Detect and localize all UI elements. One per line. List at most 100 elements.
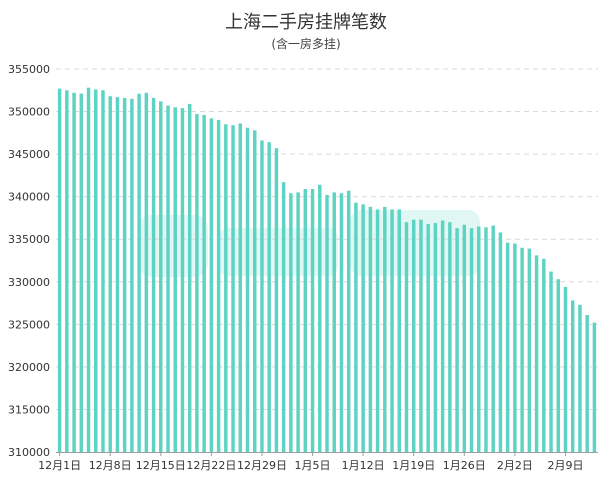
bar <box>216 120 221 452</box>
bar <box>122 97 127 452</box>
x-tick-label: 12月22日 <box>186 459 236 472</box>
x-tick-label: 2月9日 <box>547 459 583 472</box>
bar <box>130 98 134 452</box>
bar <box>592 322 597 452</box>
y-tick-label: 320000 <box>8 361 50 374</box>
bar <box>231 125 235 453</box>
bar <box>115 97 120 452</box>
axis-layer: 310000 315000 320000 325000 330000 335000 3400… <box>8 63 598 472</box>
bar <box>238 123 243 452</box>
bar <box>72 92 76 452</box>
bar <box>57 88 62 452</box>
x-tick-label: 2月2日 <box>497 459 533 472</box>
bar <box>484 227 488 452</box>
y-tick-label: 350000 <box>8 106 50 119</box>
bar <box>65 90 69 452</box>
bar <box>289 193 293 452</box>
bar <box>542 258 546 452</box>
bar <box>346 190 351 452</box>
bar <box>578 304 582 452</box>
x-tick-label: 1月12日 <box>342 459 385 472</box>
bar <box>274 148 279 452</box>
bar <box>354 202 358 452</box>
bar <box>173 107 177 453</box>
bar <box>520 247 524 452</box>
bar <box>267 142 271 452</box>
bar <box>549 271 553 452</box>
bar <box>281 182 286 452</box>
bar <box>180 108 185 453</box>
bar <box>195 114 199 453</box>
y-tick-label: 355000 <box>8 63 50 76</box>
bar <box>332 192 336 452</box>
bar <box>368 206 373 452</box>
bar <box>448 222 452 452</box>
bar-layer <box>57 87 597 453</box>
bar <box>101 90 105 452</box>
chart-title: 上海二手房挂牌笔数 <box>225 12 387 33</box>
bar <box>585 314 589 452</box>
bar <box>563 286 568 452</box>
bar <box>411 219 416 452</box>
bar <box>224 124 228 452</box>
y-tick-label: 330000 <box>8 276 50 289</box>
bar <box>462 224 467 452</box>
bar <box>209 118 214 453</box>
bar <box>310 189 315 452</box>
x-tick-label: 12月1日 <box>38 459 81 472</box>
y-tick-label: 315000 <box>8 403 50 416</box>
x-tick-label: 1月19日 <box>392 459 435 472</box>
bar <box>527 248 532 452</box>
x-tick-label: 1月26日 <box>443 459 486 472</box>
bar <box>137 93 141 453</box>
bar <box>455 228 459 452</box>
bar <box>245 127 250 452</box>
bar <box>159 101 163 452</box>
bar <box>397 209 401 452</box>
bar <box>202 114 206 453</box>
bar <box>253 130 257 452</box>
bar <box>390 209 394 452</box>
bar <box>86 87 91 452</box>
y-tick-label: 335000 <box>8 233 50 246</box>
bar <box>419 219 423 452</box>
bar <box>498 232 503 452</box>
x-tick-label: 12月29日 <box>237 459 287 472</box>
bar <box>296 192 300 452</box>
bar <box>477 226 481 452</box>
y-tick-label: 325000 <box>8 318 50 331</box>
x-tick-label: 12月15日 <box>136 459 186 472</box>
bar <box>440 220 445 452</box>
bar <box>260 140 264 453</box>
bar <box>433 223 438 452</box>
bar <box>166 105 170 452</box>
bar <box>318 184 322 452</box>
bar <box>383 206 387 452</box>
bar <box>505 242 510 452</box>
bar <box>469 228 474 452</box>
bar <box>325 194 329 452</box>
x-tick-label: 1月5日 <box>295 459 331 472</box>
bar <box>375 209 380 452</box>
bar <box>303 189 308 452</box>
y-tick-label: 310000 <box>8 446 50 459</box>
bar <box>426 223 430 452</box>
bar <box>144 92 149 452</box>
bar <box>491 225 495 452</box>
bar <box>187 103 192 453</box>
bar <box>404 222 409 452</box>
y-tick-label: 340000 <box>8 191 50 204</box>
chart-subtitle: (含一房多挂) <box>271 36 340 51</box>
bar <box>79 93 84 453</box>
x-tick-label: 12月8日 <box>89 459 132 472</box>
bar <box>108 96 112 453</box>
bar <box>534 255 539 452</box>
bar <box>151 97 156 452</box>
bar <box>339 193 344 452</box>
bar <box>361 204 365 452</box>
bar <box>556 279 560 452</box>
bar <box>513 243 517 452</box>
bar <box>94 89 98 453</box>
